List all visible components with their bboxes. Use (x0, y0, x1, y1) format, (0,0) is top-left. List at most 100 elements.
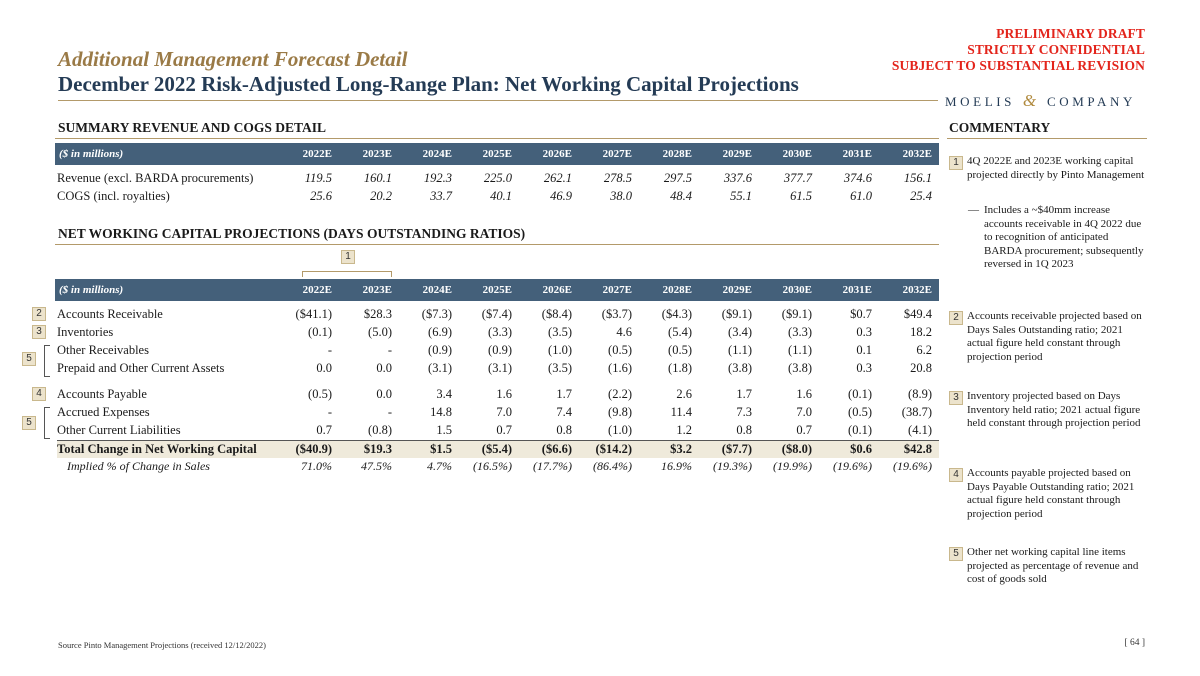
cell: 25.4 (910, 189, 932, 203)
cell: $0.7 (850, 307, 872, 321)
draft-line: SUBJECT TO SUBSTANTIAL REVISION (891, 58, 1145, 73)
cell: (17.7%) (533, 459, 572, 473)
summary-heading: SUMMARY REVENUE AND COGS DETAIL (58, 120, 327, 135)
year-header: 2028E (662, 284, 692, 296)
cell: 14.8 (430, 405, 452, 419)
cell: (3.8) (728, 361, 752, 375)
year-header: 2032E (902, 284, 932, 296)
cell: (1.0) (608, 423, 632, 437)
cell: 46.9 (550, 189, 572, 203)
year-header: 2025E (482, 148, 512, 160)
row-label: Inventories (57, 325, 114, 339)
cell: 262.1 (543, 171, 572, 185)
cell: (0.5) (608, 343, 632, 357)
footnote-badge: 4 (32, 387, 46, 401)
cell: (19.6%) (893, 459, 932, 473)
footnote-badge: 2 (949, 311, 963, 325)
table-row-total: Total Change in Net Working Capital ($40… (57, 440, 939, 458)
draft-line: STRICTLY CONFIDENTIAL (967, 42, 1145, 57)
year-header: 2023E (362, 148, 392, 160)
cell: 25.6 (310, 189, 332, 203)
cell: 7.3 (736, 405, 752, 419)
cell: 0.0 (316, 361, 332, 375)
cell: $3.2 (670, 442, 692, 456)
cell: ($7.7) (721, 442, 752, 456)
cell: 6.2 (916, 343, 932, 357)
cell: 377.7 (783, 171, 812, 185)
cell: 48.4 (670, 189, 692, 203)
cell: $49.4 (903, 307, 932, 321)
year-header: 2026E (542, 284, 572, 296)
nwc-divider (55, 244, 939, 245)
footnote-badge: 1 (949, 156, 963, 170)
year-bracket (302, 271, 392, 277)
cell: - (327, 343, 332, 357)
cell: (1.1) (788, 343, 812, 357)
cell: 192.3 (423, 171, 452, 185)
table-row-accounts-receivable: Accounts Receivable ($41.1) $28.3 ($7.3)… (57, 306, 939, 324)
cell: (1.8) (668, 361, 692, 375)
row-label: Prepaid and Other Current Assets (57, 361, 225, 375)
commentary-text: Inventory projected based on Days Invent… (967, 390, 1141, 429)
cell: (19.9%) (773, 459, 812, 473)
cell: (3.3) (788, 325, 812, 339)
cell: $19.3 (363, 442, 392, 456)
dash-bullet: — (968, 204, 979, 216)
cell: 11.4 (670, 405, 692, 419)
cell: (0.9) (488, 343, 512, 357)
year-header: 2026E (542, 148, 572, 160)
commentary-divider (947, 138, 1147, 139)
cell: 1.5 (436, 423, 452, 437)
cell: 7.4 (556, 405, 572, 419)
row-label: Other Current Liabilities (57, 423, 181, 437)
draft-notice: PRELIMINARY DRAFT STRICTLY CONFIDENTIAL … (892, 26, 1145, 74)
cell: ($4.3) (661, 307, 692, 321)
cell: (3.3) (488, 325, 512, 339)
logo-text-left: MOELIS (945, 94, 1015, 109)
year-header: 2031E (842, 284, 872, 296)
year-header: 2024E (422, 148, 452, 160)
title-divider (58, 100, 938, 101)
cell: - (327, 405, 332, 419)
year-header: 2025E (482, 284, 512, 296)
page-number: [ 64 ] (1124, 638, 1145, 648)
footnote-badge: 5 (949, 547, 963, 561)
cell: (3.8) (788, 361, 812, 375)
cell: (0.5) (848, 405, 872, 419)
cell: 278.5 (603, 171, 632, 185)
table-row-implied-pct: Implied % of Change in Sales 71.0% 47.5%… (57, 458, 939, 476)
year-header: 2028E (662, 148, 692, 160)
footnote-badge: 5 (22, 352, 36, 366)
cell: 119.5 (304, 171, 332, 185)
cell: 0.8 (736, 423, 752, 437)
cell: - (387, 405, 392, 419)
cell: ($9.1) (721, 307, 752, 321)
cell: 1.2 (676, 423, 692, 437)
cell: (3.1) (488, 361, 512, 375)
cell: ($3.7) (601, 307, 632, 321)
cell: (1.6) (608, 361, 632, 375)
cell: (9.8) (608, 405, 632, 419)
year-header: 2027E (602, 284, 632, 296)
table-row-other-current-liabilities: Other Current Liabilities 0.7 (0.8) 1.5 … (57, 422, 939, 440)
cell: 337.6 (723, 171, 752, 185)
cell: 0.0 (376, 361, 392, 375)
summary-divider (55, 138, 939, 139)
cell: (3.4) (728, 325, 752, 339)
cell: 156.1 (903, 171, 932, 185)
year-header: 2032E (902, 148, 932, 160)
footnote-badge: 3 (32, 325, 46, 339)
footnote-badge: 5 (22, 416, 36, 430)
cell: (5.0) (368, 325, 392, 339)
table-row-accounts-payable: Accounts Payable (0.5) 0.0 3.4 1.6 1.7 (… (57, 386, 939, 404)
year-header: 2029E (722, 148, 752, 160)
cell: 7.0 (796, 405, 812, 419)
cell: (6.9) (428, 325, 452, 339)
footnote-badge: 2 (32, 307, 46, 321)
cell: 0.7 (316, 423, 332, 437)
cell: ($9.1) (781, 307, 812, 321)
cell: (1.0) (548, 343, 572, 357)
units-label: ($ in millions) (59, 284, 124, 296)
cell: 0.7 (496, 423, 512, 437)
cell: $28.3 (363, 307, 392, 321)
